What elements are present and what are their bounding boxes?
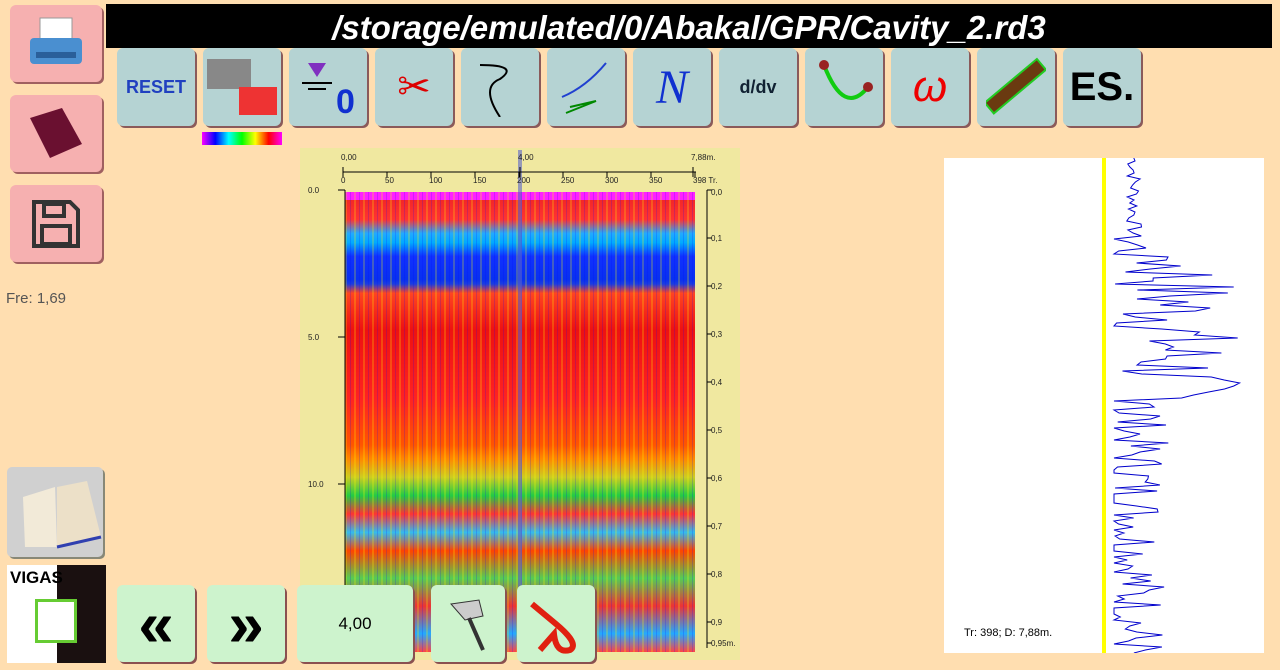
reset-label: RESET bbox=[125, 76, 186, 97]
mark-icon bbox=[530, 601, 576, 654]
cut-button[interactable]: ✂ bbox=[375, 48, 453, 126]
distance-tick-label: 4,00 bbox=[518, 153, 534, 162]
scissors-icon: ✂ bbox=[397, 65, 431, 109]
trace-tick-label: 200 bbox=[517, 176, 531, 185]
trace-info: Tr: 398; D: 7,88m. bbox=[964, 627, 1053, 639]
position-value-button[interactable]: 4,00 bbox=[297, 585, 413, 662]
trace-tick-label: 100 bbox=[429, 176, 443, 185]
trace-panel[interactable]: Tr: 398; D: 7,88m. bbox=[944, 158, 1264, 653]
double-chevron-left-icon: « bbox=[138, 587, 174, 660]
abk-logo bbox=[35, 599, 77, 643]
previous-button[interactable]: « bbox=[117, 585, 195, 662]
trace-tick-label: 300 bbox=[605, 176, 619, 185]
trace-tick-label: 250 bbox=[561, 176, 575, 185]
depth-tick-label: 0,7 bbox=[711, 522, 723, 531]
book-icon bbox=[23, 481, 102, 549]
filter-icon bbox=[479, 64, 508, 117]
depth-tick-label: 0,9 bbox=[711, 618, 723, 627]
depth-time-tick-label: 5.0 bbox=[308, 333, 320, 342]
zero-level-button[interactable]: 0 bbox=[289, 48, 367, 126]
depth-time-tick-label: 10.0 bbox=[308, 480, 324, 489]
depth-tick-label: 0,0 bbox=[711, 188, 723, 197]
trace-waveform bbox=[1112, 158, 1242, 653]
depth-tick-label: 0,5 bbox=[711, 426, 723, 435]
printer-icon bbox=[30, 17, 82, 64]
depth-tick-label: 0,3 bbox=[711, 330, 723, 339]
depth-tick-label: 0,4 bbox=[711, 378, 723, 387]
trace-tick-label: 350 bbox=[649, 176, 663, 185]
folder-icon bbox=[30, 107, 82, 158]
color-palette-bar[interactable] bbox=[202, 132, 282, 145]
hyperbola-icon bbox=[819, 60, 873, 100]
depth-tick-label: 0,2 bbox=[711, 282, 723, 291]
trace-tick-label: 50 bbox=[385, 176, 394, 185]
hammer-button[interactable] bbox=[431, 585, 505, 662]
normalize-button[interactable]: N bbox=[633, 48, 711, 126]
depth-tick-label: 0,8 bbox=[711, 570, 723, 579]
vigas-label: VIGAS bbox=[10, 568, 63, 587]
svg-text:0: 0 bbox=[336, 83, 355, 117]
distance-tick-label: 0,00 bbox=[341, 153, 357, 162]
depth-tick-label: 0,1 bbox=[711, 234, 723, 243]
distance-tick-label: 7,88m. bbox=[691, 153, 716, 162]
omega-icon: ω bbox=[912, 62, 948, 111]
vigas-app-link[interactable]: VIGAS bbox=[7, 565, 106, 663]
depth-tick-label: 0,6 bbox=[711, 474, 723, 483]
es-label: ES. bbox=[1069, 64, 1135, 109]
save-button[interactable] bbox=[10, 185, 102, 262]
es-button[interactable]: ES. bbox=[1063, 48, 1141, 126]
ruler-icon bbox=[986, 57, 1046, 115]
cursor-line[interactable] bbox=[518, 150, 522, 650]
depth-tick-label: 0,95m. bbox=[711, 639, 736, 648]
file-title: /storage/emulated/0/Abakal/GPR/Cavity_2.… bbox=[106, 4, 1272, 48]
manual-button[interactable] bbox=[7, 467, 103, 557]
double-chevron-right-icon: » bbox=[228, 587, 264, 660]
mark-button[interactable] bbox=[517, 585, 595, 662]
filter-button[interactable] bbox=[461, 48, 539, 126]
derivative-button[interactable]: d/dv bbox=[719, 48, 797, 126]
omega-button[interactable]: ω bbox=[891, 48, 969, 126]
hyperbola-button[interactable] bbox=[805, 48, 883, 126]
next-button[interactable]: » bbox=[207, 585, 285, 662]
open-file-button[interactable] bbox=[10, 95, 102, 172]
trace-marker-line bbox=[1102, 158, 1106, 653]
print-button[interactable] bbox=[10, 5, 102, 82]
hammer-icon bbox=[450, 598, 485, 651]
reset-button[interactable]: RESET bbox=[117, 48, 195, 126]
trace-tick-label: 0 bbox=[341, 176, 346, 185]
derivative-icon: d/dv bbox=[739, 76, 777, 97]
radargram-axes bbox=[338, 167, 712, 653]
trace-tick-label: 150 bbox=[473, 176, 487, 185]
radargram-icon bbox=[207, 59, 277, 115]
gain-button[interactable] bbox=[547, 48, 625, 126]
frequency-label: Fre: 1,69 bbox=[6, 290, 67, 307]
zero-level-icon: 0 bbox=[302, 63, 355, 117]
palette-button[interactable] bbox=[203, 48, 281, 126]
ruler-button[interactable] bbox=[977, 48, 1055, 126]
gain-icon bbox=[561, 62, 607, 114]
floppy-icon bbox=[32, 199, 80, 248]
normalize-icon: N bbox=[655, 60, 688, 114]
depth-time-tick-label: 0.0 bbox=[308, 186, 320, 195]
trace-tick-label: 398 Tr. bbox=[693, 176, 718, 185]
